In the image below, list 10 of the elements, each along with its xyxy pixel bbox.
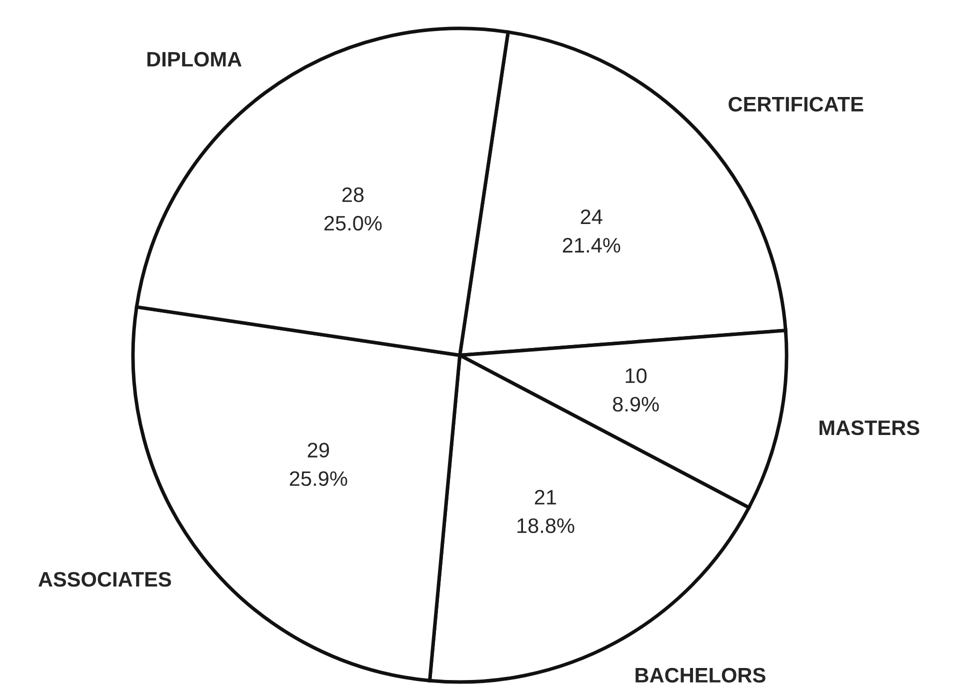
slice-label: DIPLOMA xyxy=(147,52,242,67)
slice-label: ASSOCIATES xyxy=(38,572,171,587)
slice-label: CERTIFICATE xyxy=(728,96,864,112)
data-label: 24 21.4% xyxy=(562,209,620,253)
data-label: 28 25.0% xyxy=(324,187,382,231)
data-label: 29 25.9% xyxy=(290,442,348,486)
data-label: 10 8.9% xyxy=(612,368,659,412)
data-label: 21 18.8% xyxy=(518,490,574,534)
slice-label: MASTERS xyxy=(820,420,920,436)
slice-label: BACHELORS xyxy=(636,668,766,683)
